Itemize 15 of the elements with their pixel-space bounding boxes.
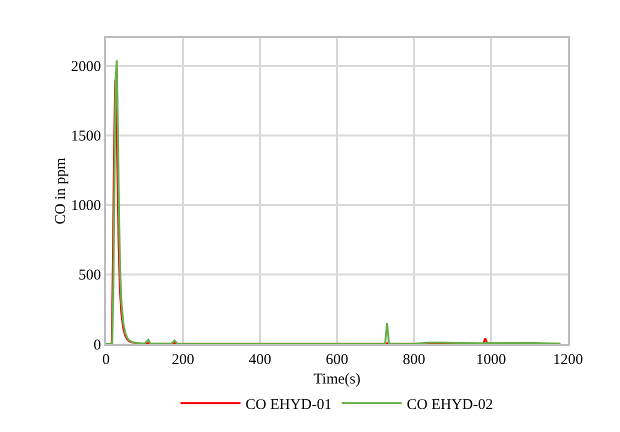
y-tick-label: 1500	[71, 128, 101, 145]
y-axis-title: CO in ppm	[53, 157, 69, 224]
y-tick-label: 1000	[71, 198, 101, 214]
legend-label: CO EHYD-01	[246, 396, 332, 413]
x-tick-label: 1000	[476, 352, 506, 368]
x-axis-title: Time(s)	[314, 372, 360, 388]
x-tick-label: 400	[248, 352, 272, 368]
legend-label: CO EHYD-02	[406, 396, 493, 413]
y-tick-label: 2000	[71, 59, 101, 76]
x-tick-label: 1200	[553, 352, 583, 368]
x-tick-label: 200	[172, 352, 194, 368]
y-tick-label: 0	[94, 337, 101, 354]
y-tick-label: 500	[78, 268, 101, 284]
x-tick-label: 600	[326, 352, 348, 368]
x-tick-label: 800	[402, 352, 426, 368]
